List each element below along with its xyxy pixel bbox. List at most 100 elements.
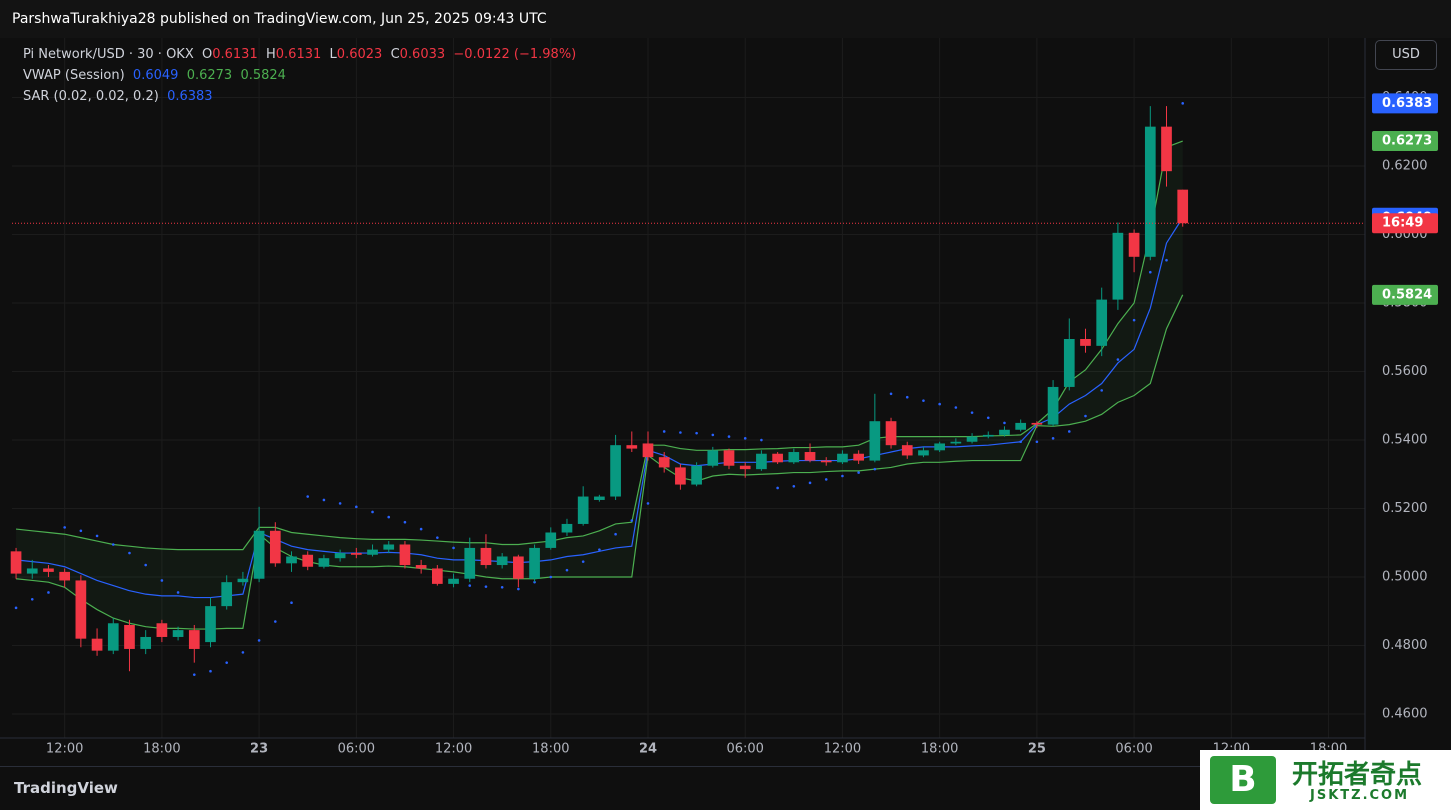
symbol-row: Pi Network/USD · 30 · OKX O0.6131 H0.613… — [23, 44, 576, 65]
candle-body — [626, 445, 638, 449]
candle-body — [415, 565, 427, 569]
watermark: B 开拓者奇点 JSKTZ.COM — [1200, 750, 1451, 810]
candle-body — [675, 467, 686, 485]
sar-dot — [711, 433, 715, 437]
candle-body — [739, 465, 751, 470]
sar-dot — [662, 430, 666, 433]
x-tick-label: 18:00 — [532, 742, 569, 757]
sar-dot — [824, 478, 828, 481]
sar-dot — [387, 515, 391, 519]
candle-body — [221, 582, 233, 607]
candle-body — [577, 496, 589, 524]
candle-body — [1031, 422, 1043, 425]
sar-dot — [355, 505, 358, 509]
sar-dot — [1100, 389, 1103, 392]
sar-dot — [322, 498, 326, 502]
sar-dot — [776, 486, 779, 490]
candle-body — [934, 443, 946, 451]
candle-body — [756, 453, 767, 470]
candle-body — [269, 530, 281, 564]
sar-dot — [257, 639, 261, 642]
sar-dot — [403, 520, 407, 524]
candle-body — [982, 434, 994, 437]
y-tick-label: 0.5200 — [1382, 501, 1428, 516]
candle-body — [302, 554, 314, 567]
x-tick-label: 12:00 — [824, 742, 861, 757]
sar-row: SAR (0.02, 0.02, 0.2) 0.6383 — [23, 86, 576, 107]
sar-dot — [792, 484, 796, 488]
candle-body — [707, 450, 719, 466]
sar-dot — [1149, 270, 1152, 274]
sar-dot — [922, 399, 925, 402]
candle-body — [10, 551, 22, 574]
sar-dot — [1067, 430, 1071, 433]
x-tick-label: 12:00 — [46, 742, 83, 757]
sar-dot — [646, 502, 650, 505]
candle-body — [869, 421, 881, 461]
y-tick-label: 0.5000 — [1382, 570, 1428, 585]
sar-dot — [63, 526, 66, 529]
sar-dot — [144, 563, 147, 567]
sar-dot — [192, 673, 196, 676]
vwap-lower-value: 0.5824 — [240, 68, 286, 83]
ohlc-value: 0.6131 — [275, 47, 322, 62]
candle-body — [1096, 299, 1108, 346]
candle-body — [43, 568, 54, 572]
ohlc: O0.6131 H0.6131 L0.6023 C0.6033 — [194, 47, 445, 62]
sar-dot — [517, 587, 520, 591]
candle-body — [545, 532, 557, 548]
candle-body — [691, 465, 702, 485]
watermark-url: JSKTZ.COM — [1310, 788, 1410, 803]
candle-body — [205, 606, 216, 643]
sar-dot — [1116, 358, 1120, 361]
candle-body — [480, 547, 492, 566]
candle-body — [124, 624, 135, 649]
sar-dot — [1132, 318, 1136, 322]
candle-body — [804, 452, 816, 461]
candle-body — [172, 630, 184, 637]
symbol: Pi Network/USD · 30 · OKX — [23, 47, 194, 62]
candle-body — [156, 623, 168, 637]
currency-button[interactable]: USD — [1375, 40, 1437, 70]
sar-dot — [128, 551, 131, 555]
candle-body — [1177, 189, 1189, 224]
candle-body — [901, 445, 913, 456]
sar-dot — [695, 431, 698, 435]
countdown-badge-bg — [1372, 213, 1438, 234]
sar-dot — [857, 471, 860, 474]
candle-body — [431, 568, 443, 584]
candle-body — [286, 556, 297, 564]
candle-body — [1112, 232, 1124, 300]
sar-dot — [338, 502, 342, 505]
sar-dot — [565, 568, 569, 572]
sar-dot — [47, 591, 50, 594]
candle-body — [464, 547, 476, 579]
sar-dot — [160, 579, 164, 582]
chart: 0.4600 0.4800 0.5000 0.5200 0.5400 0.5600 0.58… — [0, 38, 1438, 766]
candle-body — [188, 630, 200, 649]
candle-body — [1080, 338, 1091, 346]
sar-dot — [1084, 414, 1087, 418]
brand: TradingView — [14, 779, 118, 797]
change: −0.0122 (−1.98%) — [453, 47, 577, 62]
sar-dot — [581, 560, 585, 563]
sar-dot — [436, 536, 439, 539]
candle-body — [367, 549, 378, 555]
sar-dot — [468, 584, 472, 587]
candle-body — [496, 556, 508, 566]
candle-body — [885, 421, 897, 446]
candle-body — [1161, 126, 1172, 172]
sar-dot — [1165, 258, 1168, 262]
candle-body — [334, 553, 346, 559]
candle-body — [561, 523, 573, 533]
sar-dot — [841, 474, 844, 478]
candle-body — [658, 457, 670, 468]
ohlc-label: H — [266, 47, 276, 62]
y-tick-label: 0.5400 — [1382, 433, 1428, 448]
vwap-upper-badge-bg — [1372, 131, 1438, 152]
sar-dot — [549, 575, 553, 579]
vwap-value: 0.6049 — [132, 68, 179, 83]
ohlc-label: C — [390, 47, 400, 62]
x-tick-label: 06:00 — [1115, 742, 1152, 757]
